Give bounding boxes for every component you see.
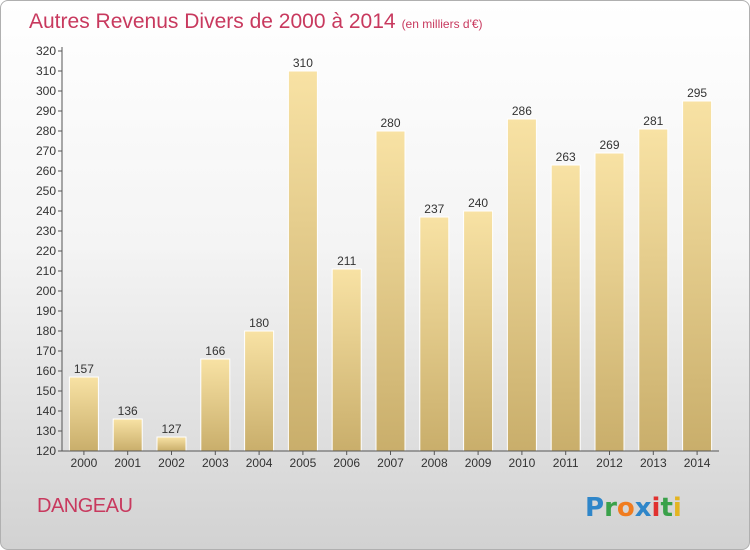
y-tick-label: 160 xyxy=(36,364,56,378)
y-tick-label: 210 xyxy=(36,264,56,278)
y-tick-label: 140 xyxy=(36,404,56,418)
commune-name: DANGEAU xyxy=(37,495,133,517)
x-tick-label: 2006 xyxy=(333,456,360,470)
x-tick-label: 2005 xyxy=(290,456,317,470)
x-tick-label: 2002 xyxy=(158,456,185,470)
y-tick-label: 240 xyxy=(36,204,56,218)
y-tick-label: 250 xyxy=(36,184,56,198)
bar xyxy=(506,118,537,452)
bar xyxy=(594,152,625,452)
bar xyxy=(331,268,362,452)
proxiti-logo-text: Proxiti xyxy=(585,493,682,523)
bar xyxy=(156,436,187,452)
bar xyxy=(68,376,99,452)
bar xyxy=(419,216,450,452)
bar xyxy=(375,130,406,452)
x-tick-label: 2012 xyxy=(596,456,623,470)
y-tick-label: 290 xyxy=(36,104,56,118)
bar-value-label: 237 xyxy=(424,202,444,216)
y-tick-label: 180 xyxy=(36,324,56,338)
bar-value-label: 166 xyxy=(205,344,225,358)
bar xyxy=(200,358,231,452)
chart-title-row: Autres Revenus Divers de 2000 à 2014 (en … xyxy=(29,10,483,34)
y-tick-label: 260 xyxy=(36,164,56,178)
y-tick-label: 200 xyxy=(36,284,56,298)
y-tick-label: 150 xyxy=(36,384,56,398)
y-tick-label: 300 xyxy=(36,84,56,98)
y-tick-label: 320 xyxy=(36,44,56,58)
y-tick-label: 310 xyxy=(36,64,56,78)
y-tick-label: 170 xyxy=(36,344,56,358)
bar-value-label: 211 xyxy=(337,254,356,268)
bar-value-label: 240 xyxy=(468,196,488,210)
bar-value-label: 180 xyxy=(249,316,269,330)
bar-value-label: 263 xyxy=(556,150,576,164)
x-tick-label: 2013 xyxy=(640,456,667,470)
x-tick-label: 2014 xyxy=(684,456,711,470)
chart-subtitle: (en milliers d'€) xyxy=(401,17,483,31)
bar-value-label: 286 xyxy=(512,104,532,118)
x-tick-label: 2003 xyxy=(202,456,229,470)
bar-value-label: 269 xyxy=(599,138,619,152)
bar-value-label: 136 xyxy=(118,404,138,418)
x-tick-label: 2009 xyxy=(465,456,492,470)
x-tick-label: 2007 xyxy=(377,456,404,470)
y-tick-label: 120 xyxy=(36,444,56,458)
bar-value-label: 157 xyxy=(74,362,94,376)
bar xyxy=(112,418,143,452)
bar-value-label: 280 xyxy=(380,116,400,130)
bar xyxy=(682,100,713,452)
x-tick-label: 2001 xyxy=(114,456,141,470)
y-tick-label: 270 xyxy=(36,144,56,158)
x-tick-label: 2008 xyxy=(421,456,448,470)
y-tick-label: 280 xyxy=(36,124,56,138)
x-tick-label: 2000 xyxy=(71,456,98,470)
chart-title: Autres Revenus Divers de 2000 à 2014 xyxy=(29,10,396,33)
bar xyxy=(463,210,494,452)
bar-value-label: 127 xyxy=(161,422,181,436)
bar-value-label: 281 xyxy=(643,114,663,128)
bar xyxy=(550,164,581,452)
y-tick-label: 230 xyxy=(36,224,56,238)
y-tick-label: 220 xyxy=(36,244,56,258)
bar-value-label: 295 xyxy=(687,86,707,100)
bar xyxy=(244,330,275,452)
y-tick-label: 190 xyxy=(36,304,56,318)
bar xyxy=(638,128,669,452)
x-tick-label: 2004 xyxy=(246,456,273,470)
y-tick-label: 130 xyxy=(36,424,56,438)
x-tick-label: 2010 xyxy=(509,456,536,470)
bar xyxy=(287,70,318,452)
x-tick-label: 2011 xyxy=(553,456,579,470)
bar-value-label: 310 xyxy=(293,56,313,70)
proxiti-logo: Proxiti xyxy=(585,493,682,523)
